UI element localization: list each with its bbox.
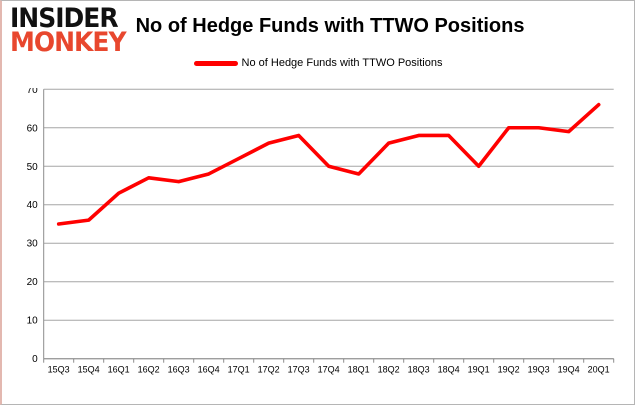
y-axis-tick-label: 70 [27, 88, 39, 96]
x-axis-tick-label: 19Q4 [558, 365, 580, 375]
y-axis-tick-label: 30 [27, 239, 39, 250]
y-axis-tick-label: 60 [27, 123, 39, 134]
x-axis-tick-label: 19Q3 [528, 365, 550, 375]
plot-area: 0 10 20 30 40 50 60 70 15Q3 15Q4 16Q1 16Q2 16Q3 16Q4 1… [2, 85, 634, 404]
x-axis-tick-label: 18Q2 [378, 365, 400, 375]
logo-monkey-text: MONKEY [10, 26, 127, 58]
logo-insider-text: INSIDER [10, 2, 119, 34]
legend-label: No of Hedge Funds with TTWO Positions [241, 57, 443, 69]
series-line [56, 102, 601, 226]
header: INSIDER MONKEY No of Hedge Funds with TT… [10, 2, 630, 58]
x-axis-tick-label: 18Q4 [438, 365, 460, 375]
y-axis-tick-label: 10 [27, 316, 39, 327]
x-axis-tick-label: 16Q1 [108, 365, 130, 375]
x-axis-tick-label: 17Q1 [228, 365, 250, 375]
legend-line-swatch [193, 60, 238, 66]
x-axis-tick-label: 19Q1 [468, 365, 490, 375]
line-chart-svg: 0 10 20 30 40 50 60 70 15Q3 15Q4 16Q1 16Q2 16Q3 16Q4 1… [27, 85, 615, 375]
x-axis-tick-label: 18Q3 [408, 365, 430, 375]
x-axis-tick-label: 15Q4 [78, 365, 100, 375]
x-axis-tick-label: 16Q3 [168, 365, 190, 375]
x-axis-tick-label: 20Q1 [588, 365, 610, 375]
legend: No of Hedge Funds with TTWO Positions [2, 57, 634, 69]
x-axis-tick-label: 17Q2 [258, 365, 280, 375]
y-axis-tick-label: 40 [27, 200, 39, 211]
y-axis-tick-label: 0 [32, 354, 38, 365]
x-axis-tick-label: 18Q1 [348, 365, 370, 375]
x-axis-tick-label: 16Q2 [138, 365, 160, 375]
x-axis-tick-label: 16Q4 [198, 365, 220, 375]
y-axis-tick-label: 50 [27, 162, 39, 173]
y-axis-tick-label: 20 [27, 277, 39, 288]
x-axis-tick-label: 15Q3 [48, 365, 70, 375]
x-axis-tick-label: 17Q4 [318, 365, 340, 375]
insider-monkey-logo: INSIDER MONKEY [10, 2, 127, 58]
chart-title: No of Hedge Funds with TTWO Positions [135, 15, 525, 37]
x-axis-tick-label: 17Q3 [288, 365, 310, 375]
x-axis-tick-label: 19Q2 [498, 365, 520, 375]
